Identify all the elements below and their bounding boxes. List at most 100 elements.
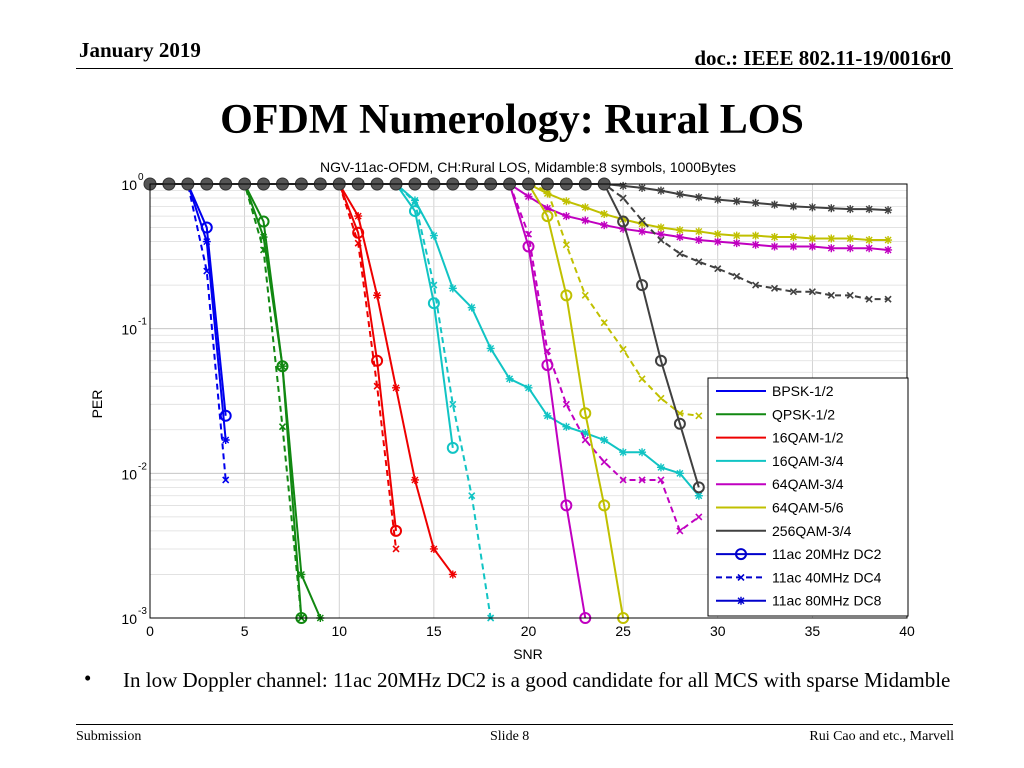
- star-marker: [543, 189, 552, 198]
- footer-rule: [76, 724, 953, 725]
- series-line: [150, 183, 398, 532]
- x-tick-label: 25: [615, 623, 631, 639]
- star-marker: [751, 231, 760, 240]
- x-tick-label: 40: [899, 623, 915, 639]
- circle-marker: [541, 210, 554, 223]
- x-marker: [657, 476, 665, 484]
- legend-label: BPSK-1/2: [772, 383, 834, 399]
- star-marker: [808, 203, 817, 212]
- series-12: [144, 178, 592, 624]
- x-marker: [737, 573, 745, 581]
- series-line: [150, 183, 227, 441]
- header-rule: [76, 68, 953, 69]
- x-marker: [524, 230, 533, 238]
- legend-label: 64QAM-3/4: [772, 476, 844, 492]
- star-marker: [846, 234, 855, 243]
- star-marker: [543, 204, 552, 213]
- x-marker: [884, 295, 892, 303]
- series-line: [150, 183, 700, 533]
- star-marker: [789, 233, 798, 242]
- star-marker: [694, 236, 703, 245]
- star-marker: [827, 234, 836, 243]
- legend-label: 11ac 80MHz DC8: [772, 593, 882, 609]
- x-marker: [468, 492, 476, 500]
- star-marker: [770, 242, 779, 251]
- legend-item: 256QAM-3/4: [716, 523, 852, 539]
- circle-marker: [735, 548, 747, 561]
- star-marker: [656, 463, 665, 472]
- x-marker: [600, 319, 608, 327]
- star-marker: [486, 344, 495, 353]
- star-marker: [600, 221, 609, 230]
- star-marker: [827, 204, 836, 213]
- series-4: [146, 180, 305, 622]
- star-marker: [732, 239, 741, 248]
- series-line: [150, 183, 303, 619]
- star-marker: [410, 475, 419, 484]
- x-marker: [619, 345, 627, 353]
- legend-item: QPSK-1/2: [716, 406, 835, 422]
- star-marker: [694, 193, 703, 202]
- circle-marker: [579, 407, 592, 420]
- circle-marker: [617, 215, 630, 228]
- circle-marker: [371, 354, 384, 367]
- star-marker: [656, 223, 665, 232]
- x-marker: [770, 284, 779, 292]
- legend-item: 64QAM-3/4: [716, 476, 844, 492]
- star-marker: [789, 242, 798, 251]
- star-marker: [600, 210, 609, 219]
- star-marker: [713, 237, 722, 246]
- star-marker: [713, 195, 722, 204]
- star-marker: [505, 374, 514, 383]
- star-marker: [600, 435, 609, 444]
- circle-marker: [692, 481, 705, 494]
- circle-marker: [541, 359, 554, 372]
- series-8: [146, 180, 457, 579]
- star-marker: [354, 212, 363, 221]
- star-marker: [638, 183, 647, 192]
- x-tick-label: 30: [710, 623, 726, 639]
- slide-title: OFDM Numerology: Rural LOS: [220, 97, 804, 143]
- x-marker: [562, 400, 570, 408]
- x-marker: [373, 382, 381, 390]
- star-marker: [373, 291, 382, 300]
- star-marker: [770, 200, 779, 209]
- x-tick-label: 5: [241, 623, 249, 639]
- series-9: [144, 178, 459, 454]
- star-marker: [638, 227, 647, 236]
- x-marker: [543, 347, 551, 355]
- star-marker: [865, 205, 874, 214]
- y-tick-exponent: -2: [138, 461, 147, 472]
- x-marker: [695, 513, 703, 521]
- circle-marker: [446, 441, 459, 454]
- star-marker: [675, 226, 684, 235]
- star-marker: [846, 244, 855, 253]
- x-marker: [619, 194, 627, 202]
- legend-label: QPSK-1/2: [772, 406, 835, 422]
- x-marker: [430, 281, 438, 289]
- star-marker: [429, 231, 438, 240]
- series-line: [150, 183, 227, 416]
- y-tick-label: 10: [121, 177, 137, 193]
- star-marker: [429, 544, 438, 553]
- circle-marker: [560, 499, 573, 512]
- x-marker: [695, 258, 703, 266]
- legend-item: 64QAM-5/6: [716, 500, 844, 516]
- star-marker: [638, 219, 647, 228]
- legend-item: 11ac 40MHz DC4: [716, 569, 882, 585]
- star-marker: [448, 570, 457, 579]
- x-marker: [278, 423, 287, 431]
- y-axis-label: PER: [89, 390, 105, 419]
- star-marker: [562, 197, 571, 206]
- star-marker: [562, 212, 571, 221]
- circle-marker: [390, 524, 403, 537]
- circle-marker: [673, 417, 686, 430]
- star-marker: [808, 242, 817, 251]
- series-line: [150, 183, 454, 448]
- x-marker: [562, 241, 570, 249]
- star-marker: [675, 233, 684, 242]
- x-marker: [695, 412, 703, 420]
- circle-marker: [636, 279, 649, 292]
- legend-item: 16QAM-1/2: [716, 430, 844, 446]
- star-marker: [789, 202, 798, 211]
